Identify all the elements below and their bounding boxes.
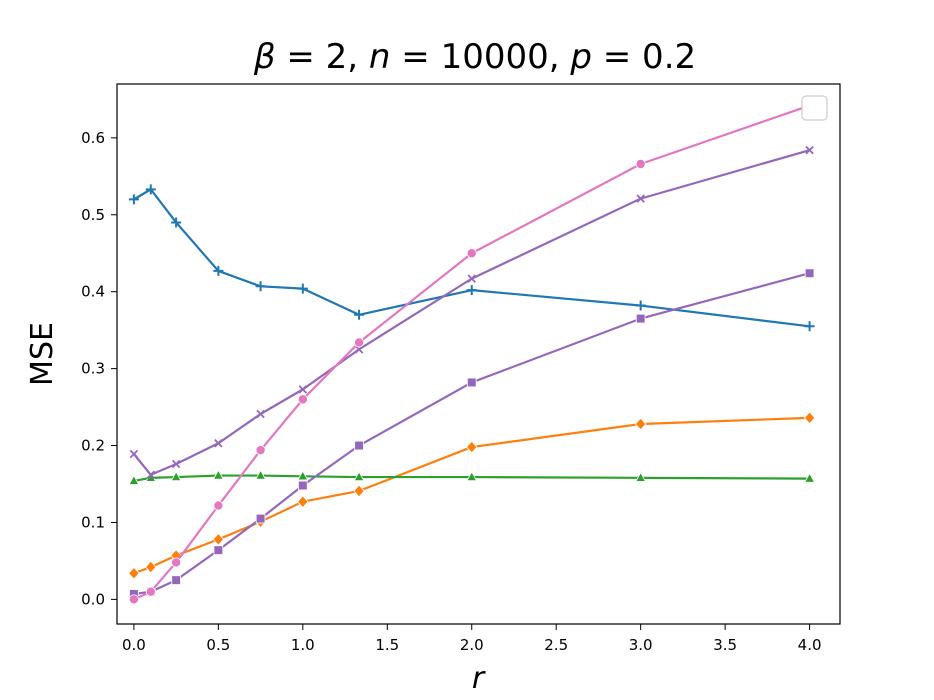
series-4-point bbox=[213, 545, 224, 555]
series-0-point bbox=[255, 281, 266, 292]
y-tick-label: 0.6 bbox=[81, 129, 105, 147]
series-2-point bbox=[804, 472, 816, 483]
series-4-point bbox=[635, 313, 646, 324]
series-4-point bbox=[466, 377, 477, 388]
series-2-point bbox=[297, 470, 309, 481]
x-tick-label: 4.0 bbox=[798, 636, 822, 654]
series-5-point bbox=[171, 557, 182, 568]
series-3-point bbox=[171, 459, 181, 469]
series-1-point bbox=[212, 532, 225, 546]
series-3-point bbox=[467, 274, 476, 283]
series-0-point bbox=[466, 285, 477, 296]
series-0-point bbox=[297, 283, 308, 294]
series-4-line bbox=[133, 272, 810, 596]
y-tick-label: 0.5 bbox=[81, 206, 105, 224]
title-part-4: p bbox=[569, 37, 592, 77]
axes-frame bbox=[116, 83, 841, 625]
series-2-point bbox=[212, 469, 224, 480]
title-part-3: = 10000, bbox=[390, 37, 570, 77]
x-tick-label: 0.0 bbox=[122, 636, 146, 654]
series-2-point bbox=[635, 471, 647, 482]
y-tick-label: 0.0 bbox=[81, 590, 105, 608]
series-2-point bbox=[353, 471, 365, 482]
series-0-point bbox=[213, 265, 224, 276]
x-tick-label: 1.0 bbox=[291, 636, 315, 654]
series-5-point bbox=[145, 586, 156, 597]
series-5-point bbox=[466, 248, 477, 259]
series-4-point bbox=[804, 268, 815, 279]
y-tick-label: 0.4 bbox=[81, 283, 105, 301]
series-5-point bbox=[128, 594, 139, 605]
series-3-point bbox=[146, 470, 156, 480]
series-1-line bbox=[133, 416, 810, 575]
chart-title: β = 2, n = 10000, p = 0.2 bbox=[253, 37, 696, 77]
x-tick-label: 0.5 bbox=[206, 636, 230, 654]
title-part-0: β bbox=[253, 37, 276, 77]
series-2-point bbox=[170, 471, 182, 482]
series-0-line bbox=[133, 188, 810, 328]
series-4-point bbox=[171, 575, 181, 585]
y-tick-label: 0.1 bbox=[81, 513, 105, 531]
x-tick-label: 3.5 bbox=[713, 636, 737, 654]
series-2-point bbox=[128, 474, 140, 485]
x-tick-label: 1.5 bbox=[375, 636, 399, 654]
title-part-5: = 0.2 bbox=[592, 37, 696, 77]
series-3-point bbox=[805, 145, 814, 155]
series-1-point bbox=[803, 411, 816, 425]
series-3-point bbox=[636, 194, 645, 203]
series-4-point bbox=[354, 440, 364, 451]
series-3-point bbox=[354, 345, 364, 354]
legend-box bbox=[801, 95, 828, 121]
series-0-point bbox=[635, 300, 646, 311]
series-0-point bbox=[804, 321, 815, 332]
series-2-point bbox=[255, 469, 267, 480]
y-tick-label: 0.3 bbox=[81, 360, 105, 378]
series-5-point bbox=[213, 500, 224, 511]
plot-area bbox=[128, 100, 816, 605]
series-4-point bbox=[255, 513, 266, 524]
series-5-point bbox=[255, 445, 266, 456]
series-0-point bbox=[354, 309, 365, 320]
series-0-point bbox=[128, 194, 139, 205]
series-3-point bbox=[298, 385, 308, 394]
title-part-2: n bbox=[369, 37, 391, 77]
series-1-point bbox=[128, 566, 140, 580]
series-1-point bbox=[297, 495, 309, 509]
series-1-point bbox=[353, 484, 365, 498]
series-3-line bbox=[133, 149, 810, 476]
series-1-point bbox=[145, 560, 157, 574]
series-0-point bbox=[171, 217, 182, 228]
series-5-point bbox=[635, 158, 646, 169]
series-3-point bbox=[129, 449, 139, 459]
series-5-point bbox=[297, 394, 308, 405]
series-4-point bbox=[298, 480, 308, 491]
x-tick-label: 3.0 bbox=[629, 636, 653, 654]
x-tick-label: 2.0 bbox=[460, 636, 484, 654]
series-2-point bbox=[466, 471, 478, 482]
series-2-line bbox=[133, 474, 810, 483]
y-tick-label: 0.2 bbox=[81, 437, 105, 455]
title-part-1: = 2, bbox=[276, 37, 369, 77]
series-3-point bbox=[214, 438, 223, 448]
series-1-point bbox=[466, 440, 478, 454]
series-5-point bbox=[354, 337, 365, 348]
series-0-point bbox=[145, 184, 156, 195]
x-axis-label: r bbox=[472, 661, 486, 696]
series-3-point bbox=[256, 409, 265, 419]
x-tick-label: 2.5 bbox=[544, 636, 568, 654]
y-axis-label: MSE bbox=[25, 322, 60, 386]
series-5-line bbox=[133, 104, 810, 601]
series-1-point bbox=[634, 417, 647, 431]
axes-ticks: 0.0 0.5 1.0 1.5 2.0 2.5 3.0 3.5 4.0 0.0 0.1 0.2 0.3 0… bbox=[81, 129, 821, 654]
